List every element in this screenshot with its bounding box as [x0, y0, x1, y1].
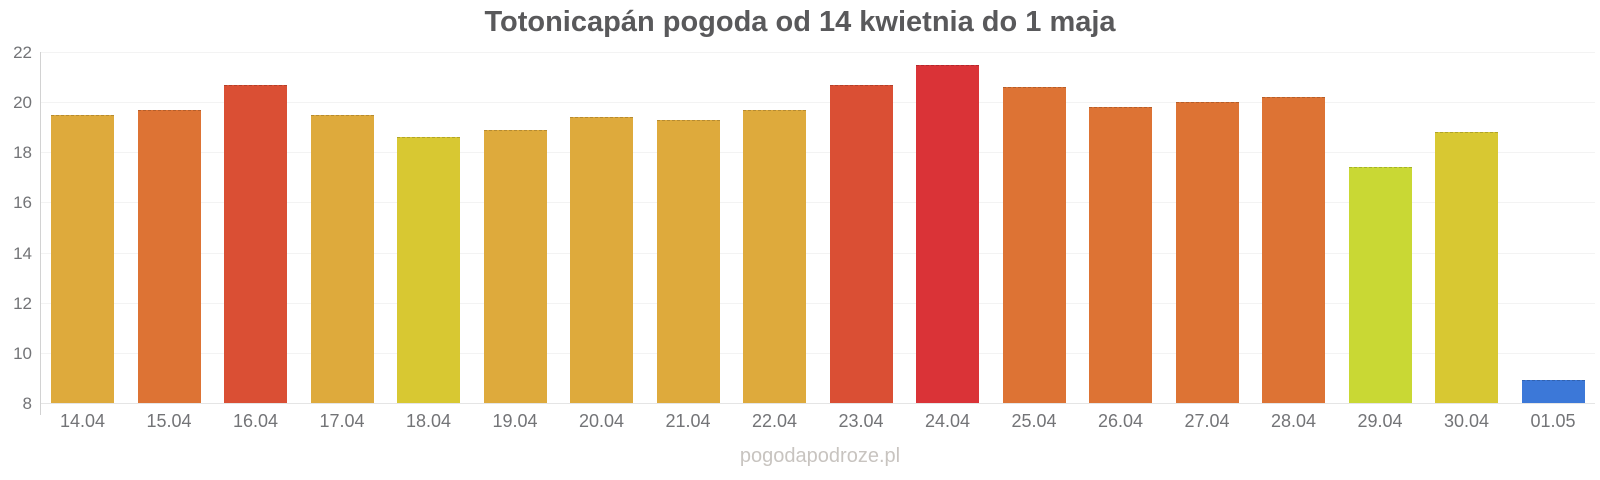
gridline — [40, 352, 1595, 354]
y-axis-line — [40, 52, 41, 415]
bar-28.04[interactable] — [1262, 97, 1325, 403]
y-axis-label: 14 — [13, 243, 32, 263]
x-axis-label: 17.04 — [319, 411, 365, 431]
x-axis-label: 19.04 — [492, 411, 538, 431]
bar-25.04[interactable] — [1002, 87, 1066, 403]
x-axis-label: 30.04 — [1443, 411, 1490, 431]
gridline — [40, 52, 1595, 53]
x-axis-label: 24.04 — [924, 411, 971, 431]
watermark: pogodapodroze.pl — [739, 445, 901, 467]
bar-29.04[interactable] — [1348, 167, 1412, 403]
gridline — [40, 102, 1595, 104]
y-axis-label: 12 — [13, 293, 32, 313]
x-axis-label: 25.04 — [1011, 411, 1057, 431]
x-axis-label: 27.04 — [1184, 411, 1230, 431]
y-axis-label: 20 — [13, 93, 32, 113]
y-axis-label: 16 — [13, 193, 32, 213]
bar-30.04[interactable] — [1435, 132, 1498, 403]
bar-14.04[interactable] — [51, 114, 114, 403]
x-axis-label: 01.05 — [1530, 411, 1576, 431]
x-axis-label: 16.04 — [232, 411, 279, 431]
x-axis-label: 29.04 — [1357, 411, 1403, 431]
bar-21.04[interactable] — [656, 119, 720, 403]
bar-22.04[interactable] — [743, 109, 806, 403]
x-axis-label: 18.04 — [405, 411, 452, 431]
y-axis-label: 18 — [13, 143, 32, 163]
x-axis-label: 26.04 — [1097, 411, 1144, 431]
bar-17.04[interactable] — [310, 114, 374, 403]
bar-15.04[interactable] — [137, 109, 201, 403]
x-axis-label: 23.04 — [838, 411, 884, 431]
bar-24.04[interactable] — [916, 64, 979, 403]
x-axis-label: 21.04 — [665, 411, 711, 431]
bar-20.04[interactable] — [570, 117, 633, 403]
bar-27.04[interactable] — [1175, 102, 1239, 403]
y-axis-label: 22 — [13, 43, 32, 62]
gridline — [40, 202, 1595, 204]
y-axis-label: 10 — [13, 343, 32, 363]
x-axis-label: 28.04 — [1270, 411, 1317, 431]
bar-18.04[interactable] — [397, 137, 460, 403]
bar-16.04[interactable] — [224, 84, 287, 403]
gridline — [40, 302, 1595, 304]
gridline — [40, 252, 1595, 254]
x-axis-label: 20.04 — [578, 411, 625, 431]
gridline — [40, 152, 1595, 154]
chart-title: Totonicapán pogoda od 14 kwietnia do 1 m… — [484, 6, 1116, 38]
gridline — [40, 403, 1595, 404]
x-axis-label: 15.04 — [146, 411, 192, 431]
x-axis-label: 14.04 — [59, 411, 106, 431]
x-axis-label: 22.04 — [751, 411, 798, 431]
bar-01.05[interactable] — [1521, 380, 1585, 403]
bar-23.04[interactable] — [829, 84, 893, 403]
bar-26.04[interactable] — [1089, 107, 1152, 403]
bar-19.04[interactable] — [483, 129, 547, 403]
y-axis-label: 8 — [22, 394, 32, 413]
